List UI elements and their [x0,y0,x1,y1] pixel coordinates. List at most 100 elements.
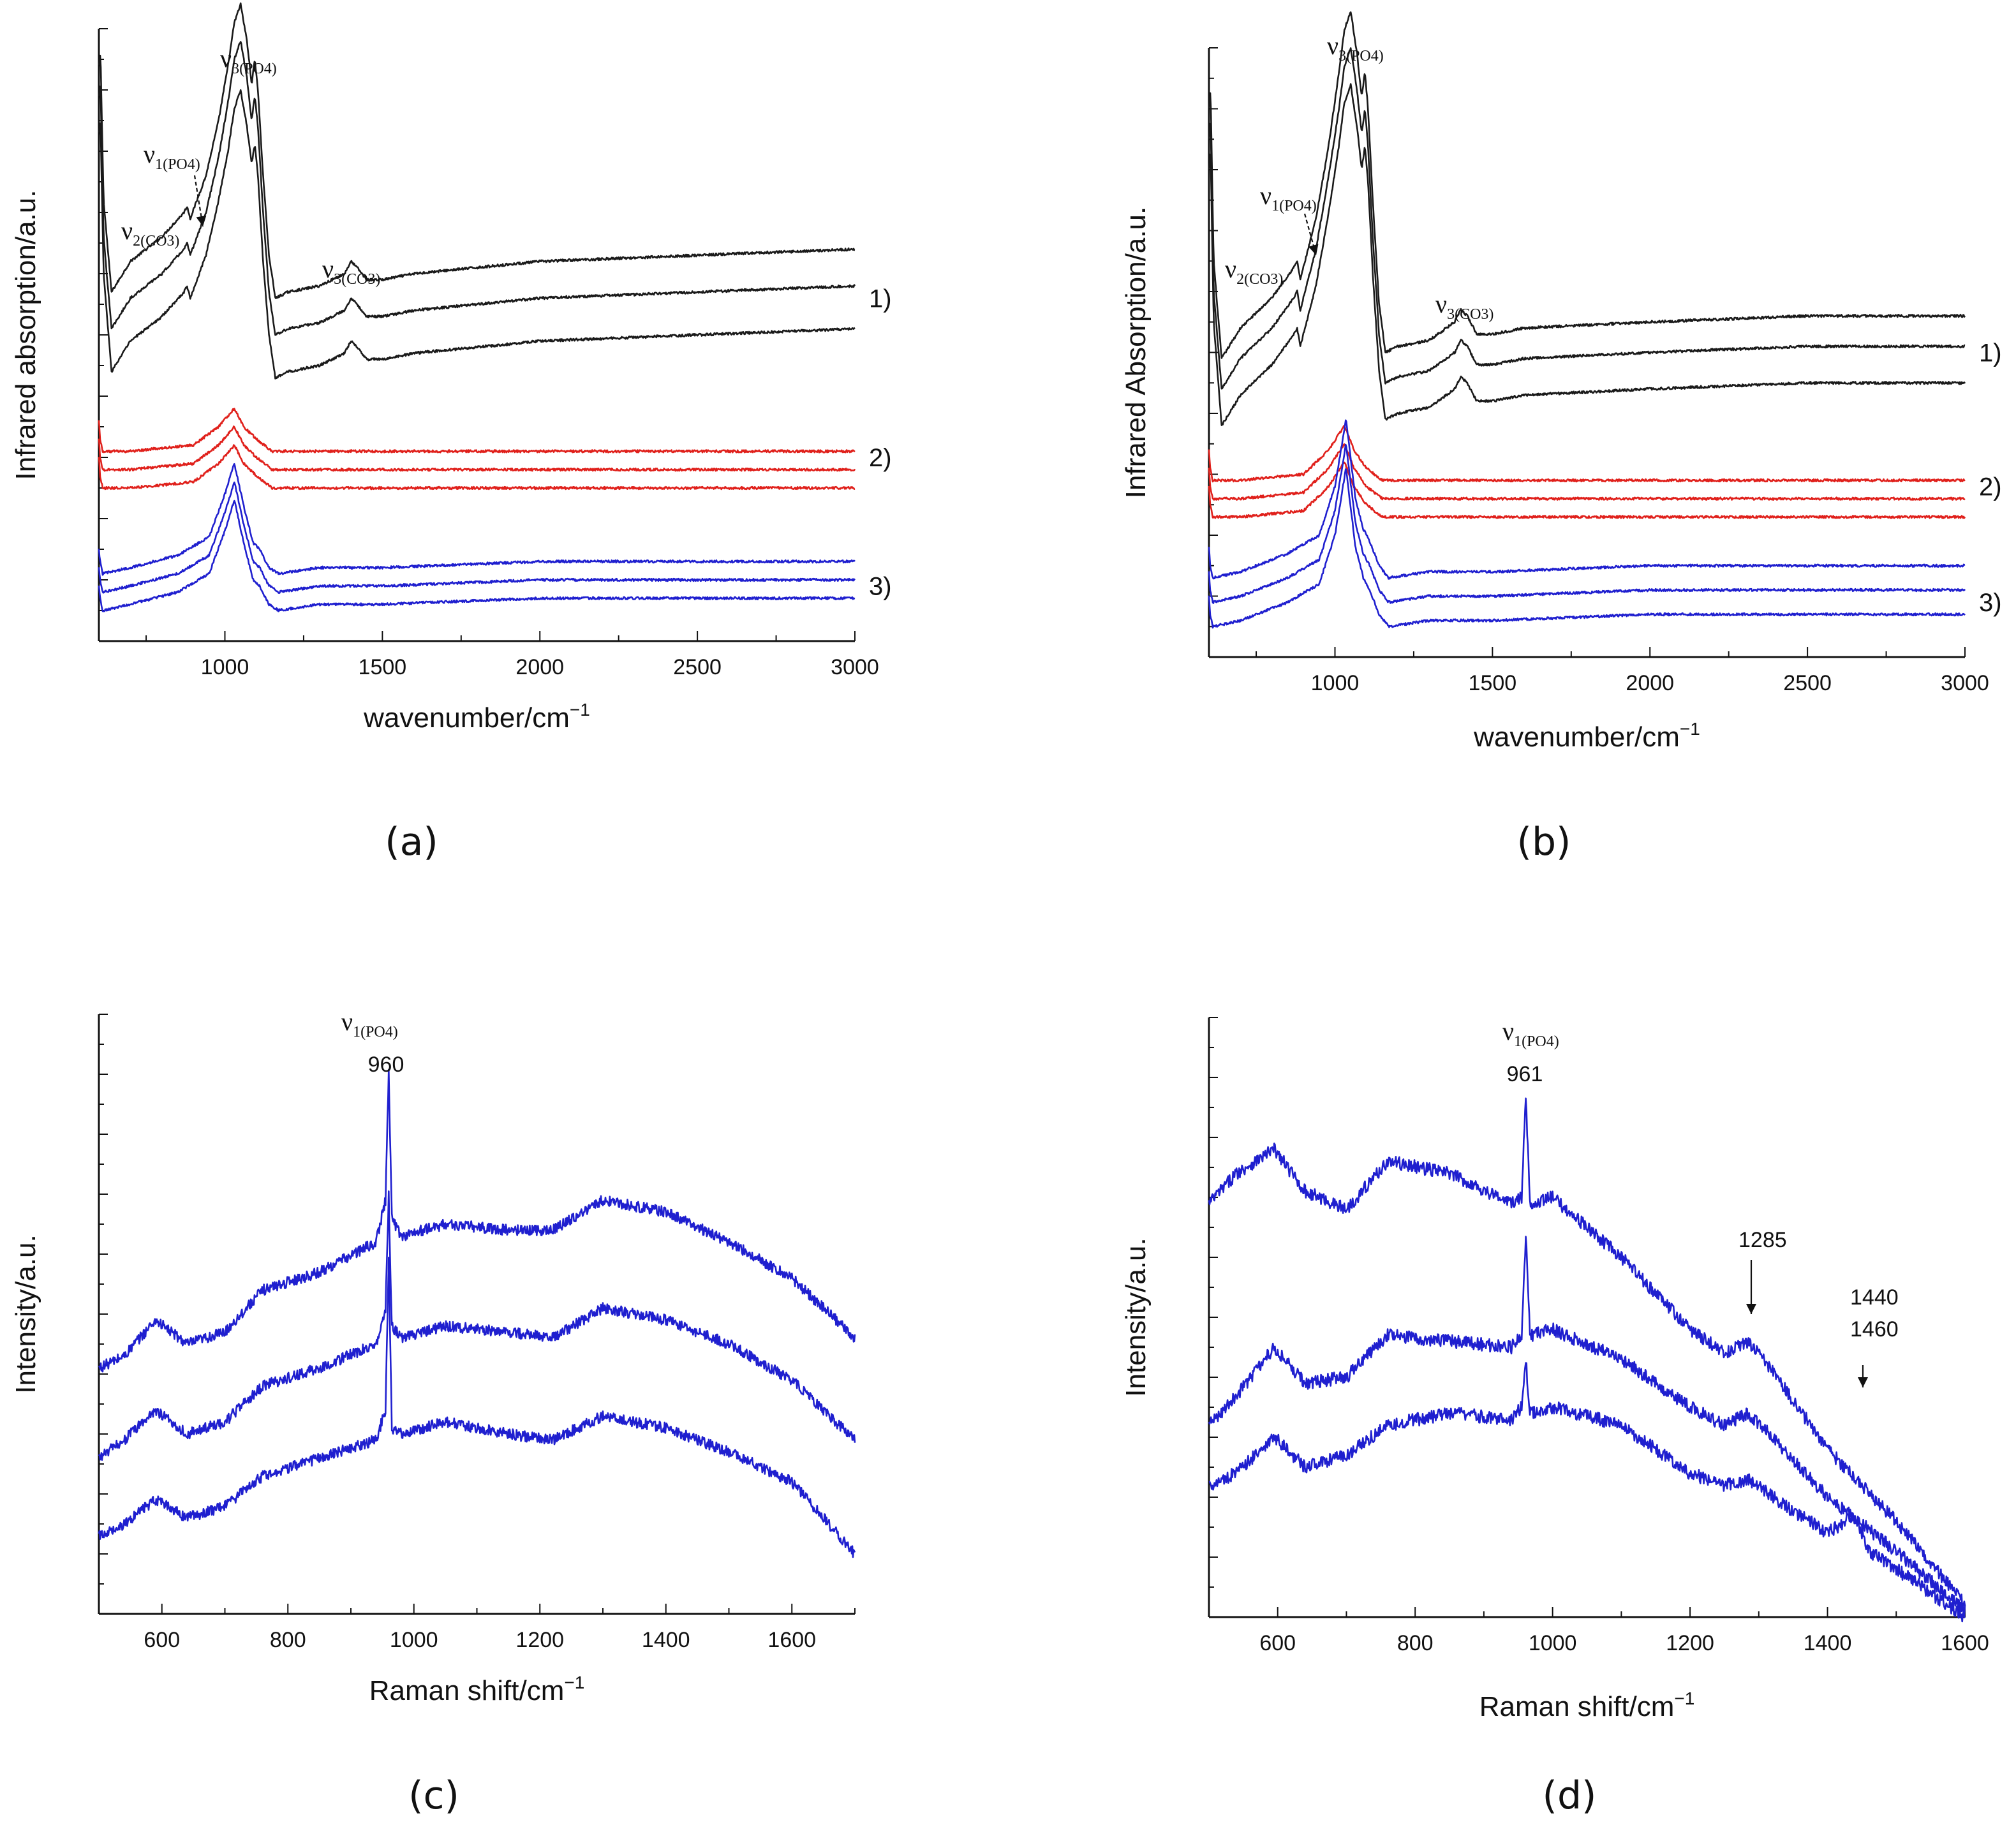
x-tick-label: 1000 [1311,671,1360,695]
series-line [98,408,856,454]
peak-label: ν3(PO4) [220,44,277,77]
x-tick-label: 1500 [359,655,407,679]
peak-value: 960 [368,1053,404,1077]
x-tick-label: 1400 [642,1628,690,1652]
peak-label-sub: 3(CO3) [334,271,380,288]
x-tick-label: 1200 [515,1628,564,1652]
annotation-arrow-shaft [193,175,204,227]
peak-label: ν2(CO3) [1225,255,1283,288]
peak-value: 1440 [1850,1285,1899,1310]
peak-value: 1285 [1738,1228,1787,1252]
peak-value: 961 [1507,1062,1543,1086]
series-line [1208,11,1966,359]
x-tick-label: 800 [270,1628,306,1652]
annotation-arrow-shaft [1303,213,1317,256]
peak-label: ν2(CO3) [121,216,179,249]
y-axis-label: Infrared Absorption/a.u. [1120,207,1152,498]
series-line [1208,47,1966,390]
x-tick-label: 800 [1397,1631,1434,1655]
panel-label: (c) [408,1773,459,1818]
x-axis-label: wavenumber/cm−1 [1473,719,1700,753]
series-line [1208,468,1966,629]
series-line [1208,461,1966,519]
x-tick-label: 3000 [831,655,879,679]
panel-b-chart: 1000 1500 2000 2500 3000 wavenumber/cm−1 Infra… [1120,11,2002,864]
x-tick-label: 3000 [1941,671,1989,695]
peak-label-sub: 3(PO4) [232,61,277,77]
peak-label-sub: 2(CO3) [133,233,179,249]
x-tick-label: 1400 [1804,1631,1852,1655]
x-tick-label: 1000 [201,655,249,679]
series-line [1208,1236,1966,1617]
peak-label-sub: 1(PO4) [353,1024,398,1040]
peak-label-sub: 1(PO4) [1514,1033,1559,1050]
peak-label-sub: 2(CO3) [1236,271,1283,288]
series-line [1208,443,1966,604]
x-tick-label: 1200 [1666,1631,1714,1655]
peak-label: ν3(CO3) [322,255,380,288]
x-tick-label: 2500 [673,655,722,679]
panel-label: (d) [1543,1773,1597,1818]
group-label: 3) [869,573,892,601]
x-axis-label: Raman shift/cm−1 [369,1673,585,1706]
peak-label: ν3(CO3) [1435,290,1493,323]
x-tick-label: 600 [1259,1631,1296,1655]
peak-label: ν1(PO4) [1502,1017,1559,1050]
x-tick-label: 2000 [515,655,564,679]
series-line [98,481,856,595]
series-line [1208,419,1966,580]
series-line [98,1257,856,1558]
peak-label-sub: 3(CO3) [1447,306,1493,323]
series-line [98,444,856,491]
peak-label-sub: 1(PO4) [155,156,200,173]
x-tick-label: 1600 [1941,1631,1989,1655]
group-label: 1) [869,285,892,313]
series-line [1208,443,1966,501]
x-tick-label: 600 [144,1628,180,1652]
peak-label: ν3(PO4) [1327,31,1384,64]
series-line [1208,1362,1966,1623]
group-label: 2) [869,444,892,472]
peak-label: ν1(PO4) [341,1007,398,1040]
series-line [1208,83,1966,427]
panel-a-chart: 1000 1500 2000 2500 3000 wavenumber/cm−1 Infra… [10,2,892,864]
annotation-arrow-head [1858,1377,1868,1387]
panel-d-chart: 600 800 1000 1200 1400 1600 Raman shift/cm−1 In… [1120,1017,1989,1818]
series-line [98,1190,856,1461]
peak-label-sub: 1(PO4) [1271,198,1317,214]
series-line [98,499,856,612]
annotation-arrow-head [1308,244,1319,255]
series-line [98,89,856,380]
x-tick-label: 1500 [1469,671,1517,695]
peak-label: ν1(PO4) [144,140,200,173]
series-line [98,425,856,472]
series-line [98,41,856,336]
x-tick-label: 1000 [390,1628,438,1652]
series-line [98,462,856,576]
x-tick-label: 1000 [1529,1631,1577,1655]
panel-label: (a) [385,820,438,864]
series-line [98,2,856,300]
y-axis-label: Intensity/a.u. [1120,1238,1152,1396]
group-label: 2) [1979,473,2002,501]
x-tick-label: 2000 [1626,671,1674,695]
peak-value: 1460 [1850,1317,1899,1342]
x-axis-label-sup: −1 [1674,1689,1694,1708]
x-axis-label-sup: −1 [1680,719,1700,739]
x-tick-label: 2500 [1783,671,1832,695]
group-label: 1) [1979,339,2002,367]
peak-label: ν1(PO4) [1260,181,1317,214]
series-line [98,1068,856,1373]
y-axis-label: Intensity/a.u. [10,1234,41,1393]
annotation-arrow-head [196,215,207,226]
group-label: 3) [1979,589,2002,617]
series-line [1208,1097,1966,1608]
x-axis-label: Raman shift/cm−1 [1479,1689,1695,1722]
panel-c-chart: 600 800 1000 1200 1400 1600 Raman shift/cm−1 In… [10,1007,856,1818]
annotation-arrow-head [1746,1304,1756,1314]
series-line [1208,425,1966,483]
x-tick-label: 1600 [767,1628,816,1652]
x-axis-label-sup: −1 [564,1673,584,1692]
peak-label-sub: 3(PO4) [1338,48,1384,64]
